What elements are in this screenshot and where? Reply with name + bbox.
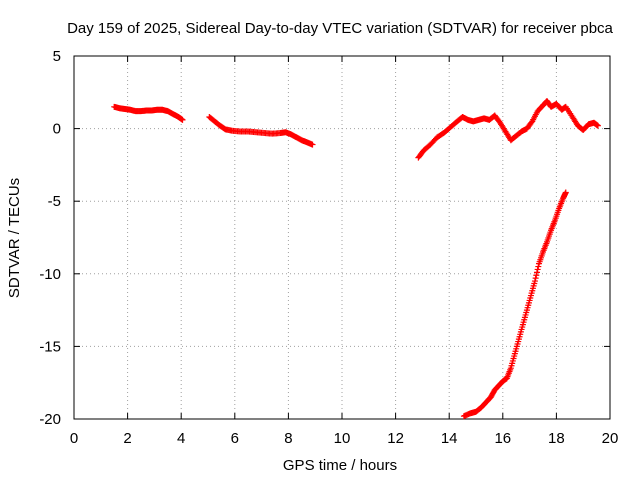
axis-ticks: 0 2 4 6 8 10 12 14 16 18 20 -20 -15 -10 -5 0 5 [39,48,618,447]
y-tick-label: -20 [39,411,61,428]
data-point [309,141,316,148]
y-tick-label: 0 [53,121,61,138]
grid [74,56,610,419]
y-tick-label: -15 [39,338,61,355]
data-point [531,278,538,285]
data-point [179,116,186,123]
x-tick-label: 16 [494,430,511,447]
x-tick-label: 20 [602,430,619,447]
data-point [535,263,542,270]
series-arc2 [206,113,316,148]
x-tick-label: 0 [70,430,78,447]
x-tick-label: 18 [548,430,565,447]
chart-title: Day 159 of 2025, Sidereal Day-to-day VTE… [67,20,613,37]
series-arc4 [460,189,569,420]
x-tick-label: 8 [284,430,292,447]
data-point [532,275,539,282]
data-point [534,266,541,273]
x-axis-label: GPS time / hours [283,457,397,474]
y-tick-label: -5 [48,193,61,210]
data-point [533,269,540,276]
x-tick-label: 14 [441,430,458,447]
x-tick-label: 2 [123,430,131,447]
x-tick-label: 10 [334,430,351,447]
x-tick-label: 6 [231,430,239,447]
data-point [562,189,569,196]
x-tick-label: 4 [177,430,185,447]
y-tick-label: 5 [53,48,61,65]
data-point [533,272,540,279]
series-arc1 [111,103,186,123]
series-arc3 [415,98,601,161]
data-point [594,122,601,129]
y-axis-label: SDTVAR / TECUs [6,178,23,298]
x-tick-label: 12 [387,430,404,447]
data-points [111,98,601,420]
y-tick-label: -10 [39,266,61,283]
